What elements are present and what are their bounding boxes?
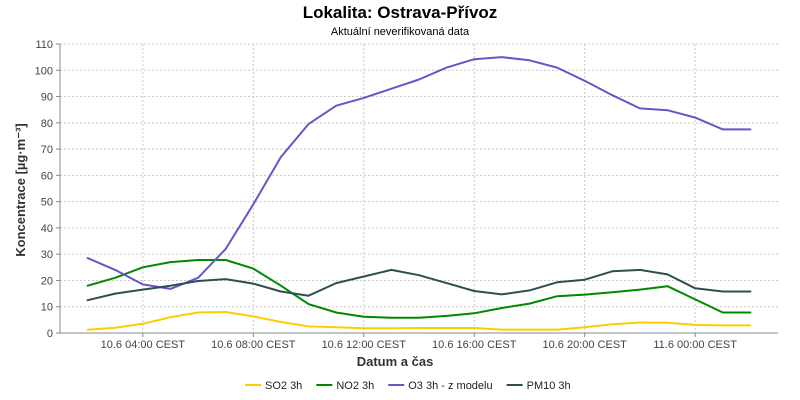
legend-label: NO2 3h <box>336 380 374 392</box>
legend-label: O3 3h - z modelu <box>408 380 492 392</box>
y-tick-label: 80 <box>41 118 53 130</box>
y-tick-label: 50 <box>41 197 53 209</box>
y-tick-label: 30 <box>41 249 53 261</box>
y-tick-label: 100 <box>35 65 53 77</box>
x-tick-label: 10.6 08:00 CEST <box>211 339 296 351</box>
x-tick-label: 10.6 20:00 CEST <box>542 339 627 351</box>
y-tick-label: 60 <box>41 170 53 182</box>
series-line-1 <box>86 311 752 331</box>
chart-title: Lokalita: Ostrava-Přívoz <box>303 3 498 22</box>
series-line-3 <box>86 56 752 290</box>
series-line-2 <box>86 259 752 319</box>
legend-label: PM10 3h <box>527 380 571 392</box>
y-axis-title: Koncentrace [µg·m⁻³] <box>13 123 28 257</box>
y-tick-label: 70 <box>41 144 53 156</box>
plot-area <box>60 44 778 333</box>
x-tick-label: 10.6 12:00 CEST <box>322 339 407 351</box>
x-axis-title: Datum a čas <box>357 354 434 369</box>
x-tick-label: 10.6 16:00 CEST <box>432 339 517 351</box>
x-tick-label: 11.6 00:00 CEST <box>653 339 737 351</box>
y-tick-label: 20 <box>41 275 53 287</box>
y-tick-label: 10 <box>41 302 53 314</box>
y-tick-label: 110 <box>35 39 53 51</box>
x-tick-label: 10.6 04:00 CEST <box>101 339 186 351</box>
legend: SO2 3h NO2 3h O3 3h - z modelu PM10 3h <box>245 380 571 392</box>
y-tick-label: 40 <box>41 223 53 235</box>
y-tick-label: 0 <box>47 328 53 340</box>
legend-label: SO2 3h <box>265 380 302 392</box>
series-line-4 <box>86 268 752 302</box>
chart-subtitle: Aktuální neverifikovaná data <box>331 26 470 38</box>
series-lines <box>86 56 752 331</box>
y-tick-label: 90 <box>41 92 53 104</box>
axes: 0 10 20 30 40 50 60 70 80 90 100 110 10.6 04:00 CEST… <box>35 39 778 351</box>
